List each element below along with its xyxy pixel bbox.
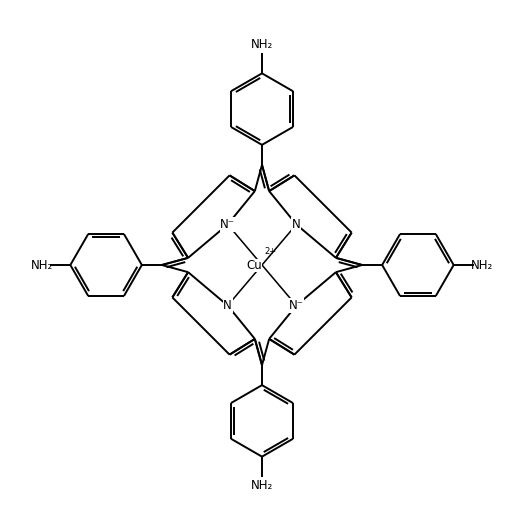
Text: NH₂: NH₂	[251, 479, 273, 492]
Text: NH₂: NH₂	[30, 259, 53, 271]
Text: N⁻: N⁻	[289, 299, 304, 312]
Text: 2+: 2+	[265, 248, 277, 257]
Text: N: N	[223, 299, 232, 312]
Text: NH₂: NH₂	[471, 259, 494, 271]
Text: N⁻: N⁻	[220, 218, 235, 231]
Text: Cu: Cu	[246, 259, 262, 271]
Text: NH₂: NH₂	[251, 38, 273, 51]
Text: N: N	[292, 218, 301, 231]
